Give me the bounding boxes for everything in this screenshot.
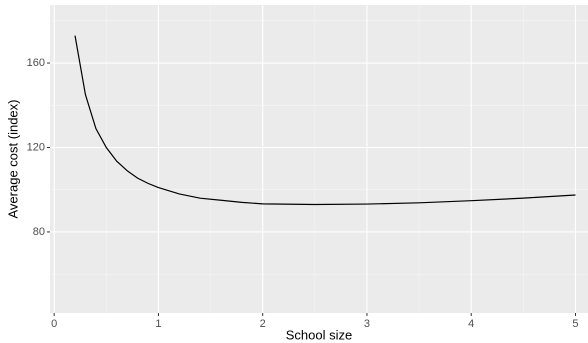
y-tick-label: 120 [27, 141, 45, 153]
x-tick-label: 0 [51, 318, 57, 330]
line [74, 35, 576, 206]
panel [50, 5, 588, 313]
x-tick-label: 4 [468, 318, 474, 330]
y-axis-title: Average cost (index) [5, 100, 20, 219]
y-tick-label: 80 [33, 226, 45, 238]
x-axis-title: School size [286, 327, 352, 342]
x-tick-label: 2 [260, 318, 266, 330]
x-tick-label: 1 [155, 318, 161, 330]
y-tick-label: 160 [27, 57, 45, 69]
x-tick-label: 5 [572, 318, 578, 330]
x-tick-label: 3 [364, 318, 370, 330]
